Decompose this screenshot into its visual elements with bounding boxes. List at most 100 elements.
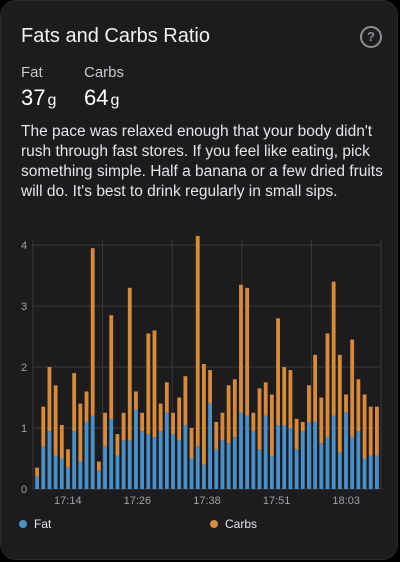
fat-bar bbox=[35, 476, 40, 489]
x-tick-label: 17:38 bbox=[193, 495, 221, 507]
fat-bar bbox=[294, 449, 299, 489]
fat-unit: g bbox=[47, 92, 57, 109]
legend-carbs-dot bbox=[210, 520, 218, 528]
fat-bar bbox=[189, 458, 194, 489]
carbs-bar bbox=[72, 373, 77, 432]
fat-bar bbox=[171, 434, 175, 489]
carbs-bar bbox=[127, 287, 132, 441]
carbs-label: Carbs bbox=[84, 64, 125, 81]
y-tick-label: 2 bbox=[21, 362, 27, 374]
y-tick-label: 3 bbox=[21, 301, 27, 313]
advice-text: The pace was relaxed enough that your bo… bbox=[21, 123, 383, 200]
carbs-bar bbox=[208, 370, 213, 404]
carbs-bar bbox=[245, 287, 250, 416]
carbs-bar bbox=[276, 318, 280, 425]
carbs-bar bbox=[195, 235, 200, 447]
fat-bar bbox=[288, 428, 293, 489]
legend-carbs-label: Carbs bbox=[225, 517, 258, 531]
fat-bar bbox=[109, 418, 114, 489]
fat-bar bbox=[66, 467, 70, 489]
carbs-bar bbox=[189, 428, 194, 459]
carbs-bar bbox=[362, 394, 367, 459]
carbs-bar bbox=[201, 364, 206, 465]
fat-bar bbox=[362, 458, 367, 489]
fat-bar bbox=[307, 421, 311, 489]
fat-bar bbox=[47, 431, 52, 489]
carbs-bar bbox=[300, 421, 305, 432]
fat-bar bbox=[127, 440, 132, 489]
legend-fat-dot bbox=[19, 520, 27, 528]
carbs-bar bbox=[41, 406, 46, 447]
question-circle-icon[interactable]: ? bbox=[360, 26, 382, 48]
fat-label: Fat bbox=[21, 64, 43, 81]
carbs-bar bbox=[164, 382, 169, 413]
fat-bar bbox=[134, 409, 138, 489]
carbs-bar bbox=[257, 388, 262, 450]
fat-bar bbox=[226, 443, 231, 489]
carbs-bar bbox=[109, 315, 114, 419]
x-tick-label: 17:26 bbox=[124, 495, 152, 507]
fat-bar bbox=[59, 458, 64, 489]
carbs-bar bbox=[356, 379, 361, 432]
carbs-bar bbox=[158, 403, 163, 432]
carbs-bar bbox=[90, 248, 95, 416]
fat-bar bbox=[276, 424, 280, 489]
fat-bar bbox=[103, 446, 107, 489]
carbs-bar bbox=[319, 397, 324, 444]
carbs-bar bbox=[232, 379, 237, 438]
carbs-bar bbox=[269, 394, 274, 456]
fat-bar bbox=[257, 449, 262, 489]
carbs-bar bbox=[374, 406, 379, 456]
carbs-bar bbox=[35, 467, 40, 477]
carbs-bar bbox=[78, 403, 83, 462]
fat-bar bbox=[344, 412, 348, 489]
fat-bar bbox=[300, 431, 305, 489]
carbs-bar bbox=[59, 424, 64, 459]
fat-value-row: 37 g bbox=[21, 85, 56, 111]
fat-bar bbox=[220, 440, 225, 489]
fat-bar bbox=[263, 415, 268, 489]
fat-bar bbox=[152, 437, 157, 489]
y-tick-label: 1 bbox=[21, 423, 27, 435]
fat-bar bbox=[239, 412, 243, 489]
fat-metric: Fat 37 g bbox=[21, 64, 56, 111]
carbs-bar bbox=[96, 461, 101, 471]
fat-bar bbox=[140, 431, 145, 489]
carbs-bar bbox=[313, 354, 318, 422]
fat-bar bbox=[90, 415, 95, 489]
carbs-bar bbox=[84, 391, 89, 422]
carbs-bar bbox=[226, 385, 231, 444]
carbs-bar bbox=[337, 354, 342, 453]
fat-bar bbox=[146, 434, 151, 489]
fat-bar bbox=[214, 449, 219, 489]
carbs-metric: Carbs 64 g bbox=[84, 64, 124, 111]
fat-bar bbox=[121, 440, 126, 489]
carbs-bar bbox=[134, 391, 138, 410]
carbs-bar bbox=[171, 412, 175, 435]
carbs-value-row: 64 g bbox=[84, 85, 124, 111]
carbs-bar bbox=[307, 385, 311, 422]
x-tick-label: 17:14 bbox=[54, 495, 82, 507]
fat-bar bbox=[195, 446, 200, 489]
fats-carbs-stacked-bar-chart: 0 1 2 3 4 17:14 17:26 17:38 17:51 18:03 bbox=[21, 235, 382, 507]
carbs-unit: g bbox=[110, 92, 120, 109]
carbs-bar bbox=[103, 412, 107, 447]
carbs-bar bbox=[152, 330, 157, 438]
carbs-bar bbox=[331, 281, 336, 416]
fat-bar bbox=[96, 470, 101, 489]
carbs-bar bbox=[251, 412, 256, 432]
carbs-bar bbox=[47, 367, 52, 432]
carbs-bar bbox=[66, 449, 70, 468]
legend-item-carbs: Carbs bbox=[210, 517, 257, 531]
carbs-bar bbox=[183, 376, 188, 425]
x-tick-label: 17:51 bbox=[263, 495, 291, 507]
fat-bar bbox=[374, 455, 379, 489]
fat-bar bbox=[350, 437, 355, 489]
legend-item-fat: Fat bbox=[19, 517, 51, 531]
fat-bar bbox=[325, 437, 330, 489]
fat-bar bbox=[313, 421, 318, 489]
fat-bar bbox=[232, 437, 237, 489]
carbs-bar bbox=[53, 385, 58, 456]
fat-bar bbox=[245, 415, 250, 489]
